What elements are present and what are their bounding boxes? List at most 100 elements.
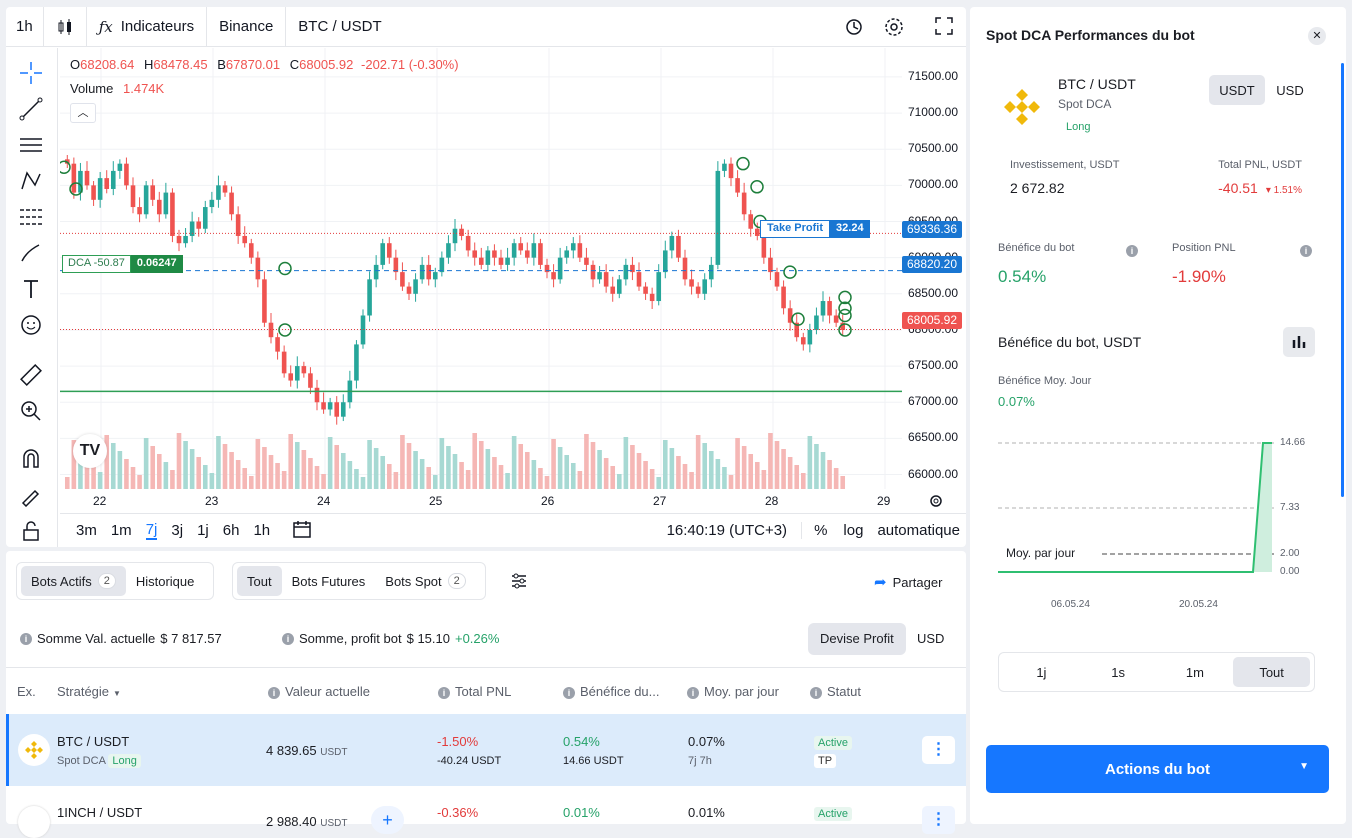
fullscreen-icon[interactable] (934, 16, 954, 40)
close-icon[interactable]: ✕ (1308, 27, 1326, 45)
volume-bar (833, 468, 839, 489)
range-1h[interactable]: 1h (253, 522, 271, 539)
tab-history[interactable]: Historique (135, 573, 195, 589)
info-icon: i (438, 687, 450, 699)
range-1j[interactable]: 1j (1036, 664, 1047, 680)
add-icon[interactable]: + (371, 806, 404, 834)
candle-body (235, 214, 241, 236)
filter-all[interactable]: Tout (237, 566, 282, 596)
volume-bar (393, 472, 399, 489)
pair-label[interactable]: BTC / USDT (298, 18, 382, 35)
interval-button[interactable]: 1h (6, 6, 44, 47)
volume-bar (748, 454, 754, 489)
brush-icon[interactable] (18, 240, 44, 266)
auto-toggle[interactable]: automatique (877, 522, 960, 539)
volume-bar (137, 475, 142, 489)
volume-bar (518, 444, 524, 489)
volume-bar (610, 466, 616, 489)
volume-bar (156, 454, 162, 489)
filter-spot[interactable]: Bots Spot 2 (375, 566, 476, 596)
info-icon[interactable]: i (1126, 241, 1143, 259)
percent-toggle[interactable]: % (801, 522, 827, 539)
log-toggle[interactable]: log (843, 522, 864, 539)
volume-bar (84, 456, 90, 489)
volume-bar (235, 460, 241, 489)
tab-active-bots[interactable]: Bots Actifs 2 (21, 566, 126, 596)
collapse-legend-icon[interactable]: ︿ (70, 103, 96, 123)
filter-settings-icon[interactable] (510, 572, 528, 595)
pencil-lock-icon[interactable] (18, 482, 44, 508)
profit-chart-title: Bénéfice du bot, USDT (998, 334, 1142, 350)
candle-body (538, 243, 543, 265)
range-3m[interactable]: 3m (76, 522, 97, 539)
info-icon: i (20, 632, 32, 645)
zoom-in-icon[interactable] (18, 398, 44, 424)
candle-body (761, 235, 767, 258)
lock-icon[interactable] (18, 518, 44, 544)
sum-profit: i Somme, profit bot $ 15.10 +0.26% (282, 631, 499, 646)
share-button[interactable]: ➦ Partager (874, 574, 943, 591)
dca-label[interactable]: DCA -50.87 0.06247 (62, 255, 183, 273)
ruler-icon[interactable] (18, 362, 44, 388)
header-strategy[interactable]: Stratégie ▼ (57, 684, 121, 699)
magnet-icon[interactable] (18, 446, 44, 472)
volume-bar (380, 456, 386, 489)
y-tick: 71500.00 (907, 68, 958, 83)
candle-body (262, 279, 267, 323)
table-row[interactable]: 1INCH / USDT 2 988.40 USDT + -0.36% 0.01… (6, 786, 966, 838)
goto-date-icon[interactable] (292, 519, 312, 543)
candle-type-button[interactable] (44, 6, 87, 47)
currency-profit-button[interactable]: Devise Profit (808, 623, 906, 655)
range-1s[interactable]: 1s (1111, 664, 1125, 680)
alert-icon[interactable] (844, 16, 866, 42)
volume-bar (124, 459, 129, 489)
settings-gear-icon[interactable] (883, 16, 905, 42)
pattern-icon[interactable] (18, 168, 44, 194)
axis-settings-icon[interactable] (928, 493, 944, 512)
bot-actions-button[interactable]: Actions du bot ▼ (986, 745, 1329, 793)
info-icon[interactable]: i (1300, 241, 1317, 259)
take-profit-label[interactable]: Take Profit 32.24 (760, 220, 870, 238)
candle-body (623, 264, 629, 280)
table-row[interactable]: BTC / USDT Spot DCA Long 4 839.65 USDT -… (6, 714, 966, 786)
filter-futures[interactable]: Bots Futures (291, 573, 366, 589)
range-6h[interactable]: 6h (222, 522, 240, 539)
text-icon[interactable] (18, 276, 44, 302)
range-3j[interactable]: 3j (171, 522, 184, 539)
emoji-icon[interactable] (18, 312, 44, 338)
currency-usdt-button[interactable]: USDT (1209, 75, 1265, 105)
price-chart[interactable] (60, 48, 902, 489)
currency-usd-button[interactable]: USD (917, 631, 945, 646)
exchange-label[interactable]: Binance (207, 6, 287, 47)
range-7j[interactable]: 7j (145, 521, 158, 540)
ohlc-readout: O68208.64 H68478.45 B67870.01 C68005.92 … (70, 57, 459, 72)
volume-bar (104, 435, 110, 489)
range-1m[interactable]: 1m (110, 522, 132, 539)
row-menu-icon[interactable]: ⋮ (922, 736, 955, 764)
range-all[interactable]: Tout (1233, 657, 1310, 687)
crosshair-icon[interactable] (18, 60, 44, 86)
volume-bar (268, 455, 274, 489)
profit-chart[interactable] (998, 437, 1318, 617)
bot-profit-pct: 0.01% (563, 805, 600, 820)
currency-usd-button[interactable]: USD (1276, 82, 1304, 98)
fib-icon[interactable] (18, 204, 44, 230)
scrollbar[interactable] (1341, 63, 1344, 497)
indicators-button[interactable]: ƒx Indicateurs (87, 6, 208, 47)
trend-line-icon[interactable] (18, 96, 44, 122)
range-1m[interactable]: 1m (1185, 664, 1204, 680)
range-1j[interactable]: 1j (197, 522, 209, 539)
volume-bar (570, 463, 576, 489)
horizontal-lines-icon[interactable] (18, 132, 44, 158)
bot-pnl-pct: -0.36% (437, 805, 479, 820)
time-axis[interactable]: 22 23 24 25 26 27 28 29 (60, 489, 966, 513)
x-tick: 20.05.24 (1179, 599, 1218, 610)
bar-chart-icon[interactable] (1283, 327, 1315, 357)
y-tick: 70000.00 (907, 177, 958, 192)
price-axis[interactable]: 71500.0071000.0070500.0070000.0069500.00… (902, 48, 966, 489)
candle-body (196, 221, 202, 229)
row-menu-icon[interactable]: ⋮ (922, 806, 955, 834)
volume-bar (702, 443, 708, 489)
drawing-toolbar (6, 48, 58, 547)
bot-value: 4 839.65 USDT (266, 743, 348, 758)
